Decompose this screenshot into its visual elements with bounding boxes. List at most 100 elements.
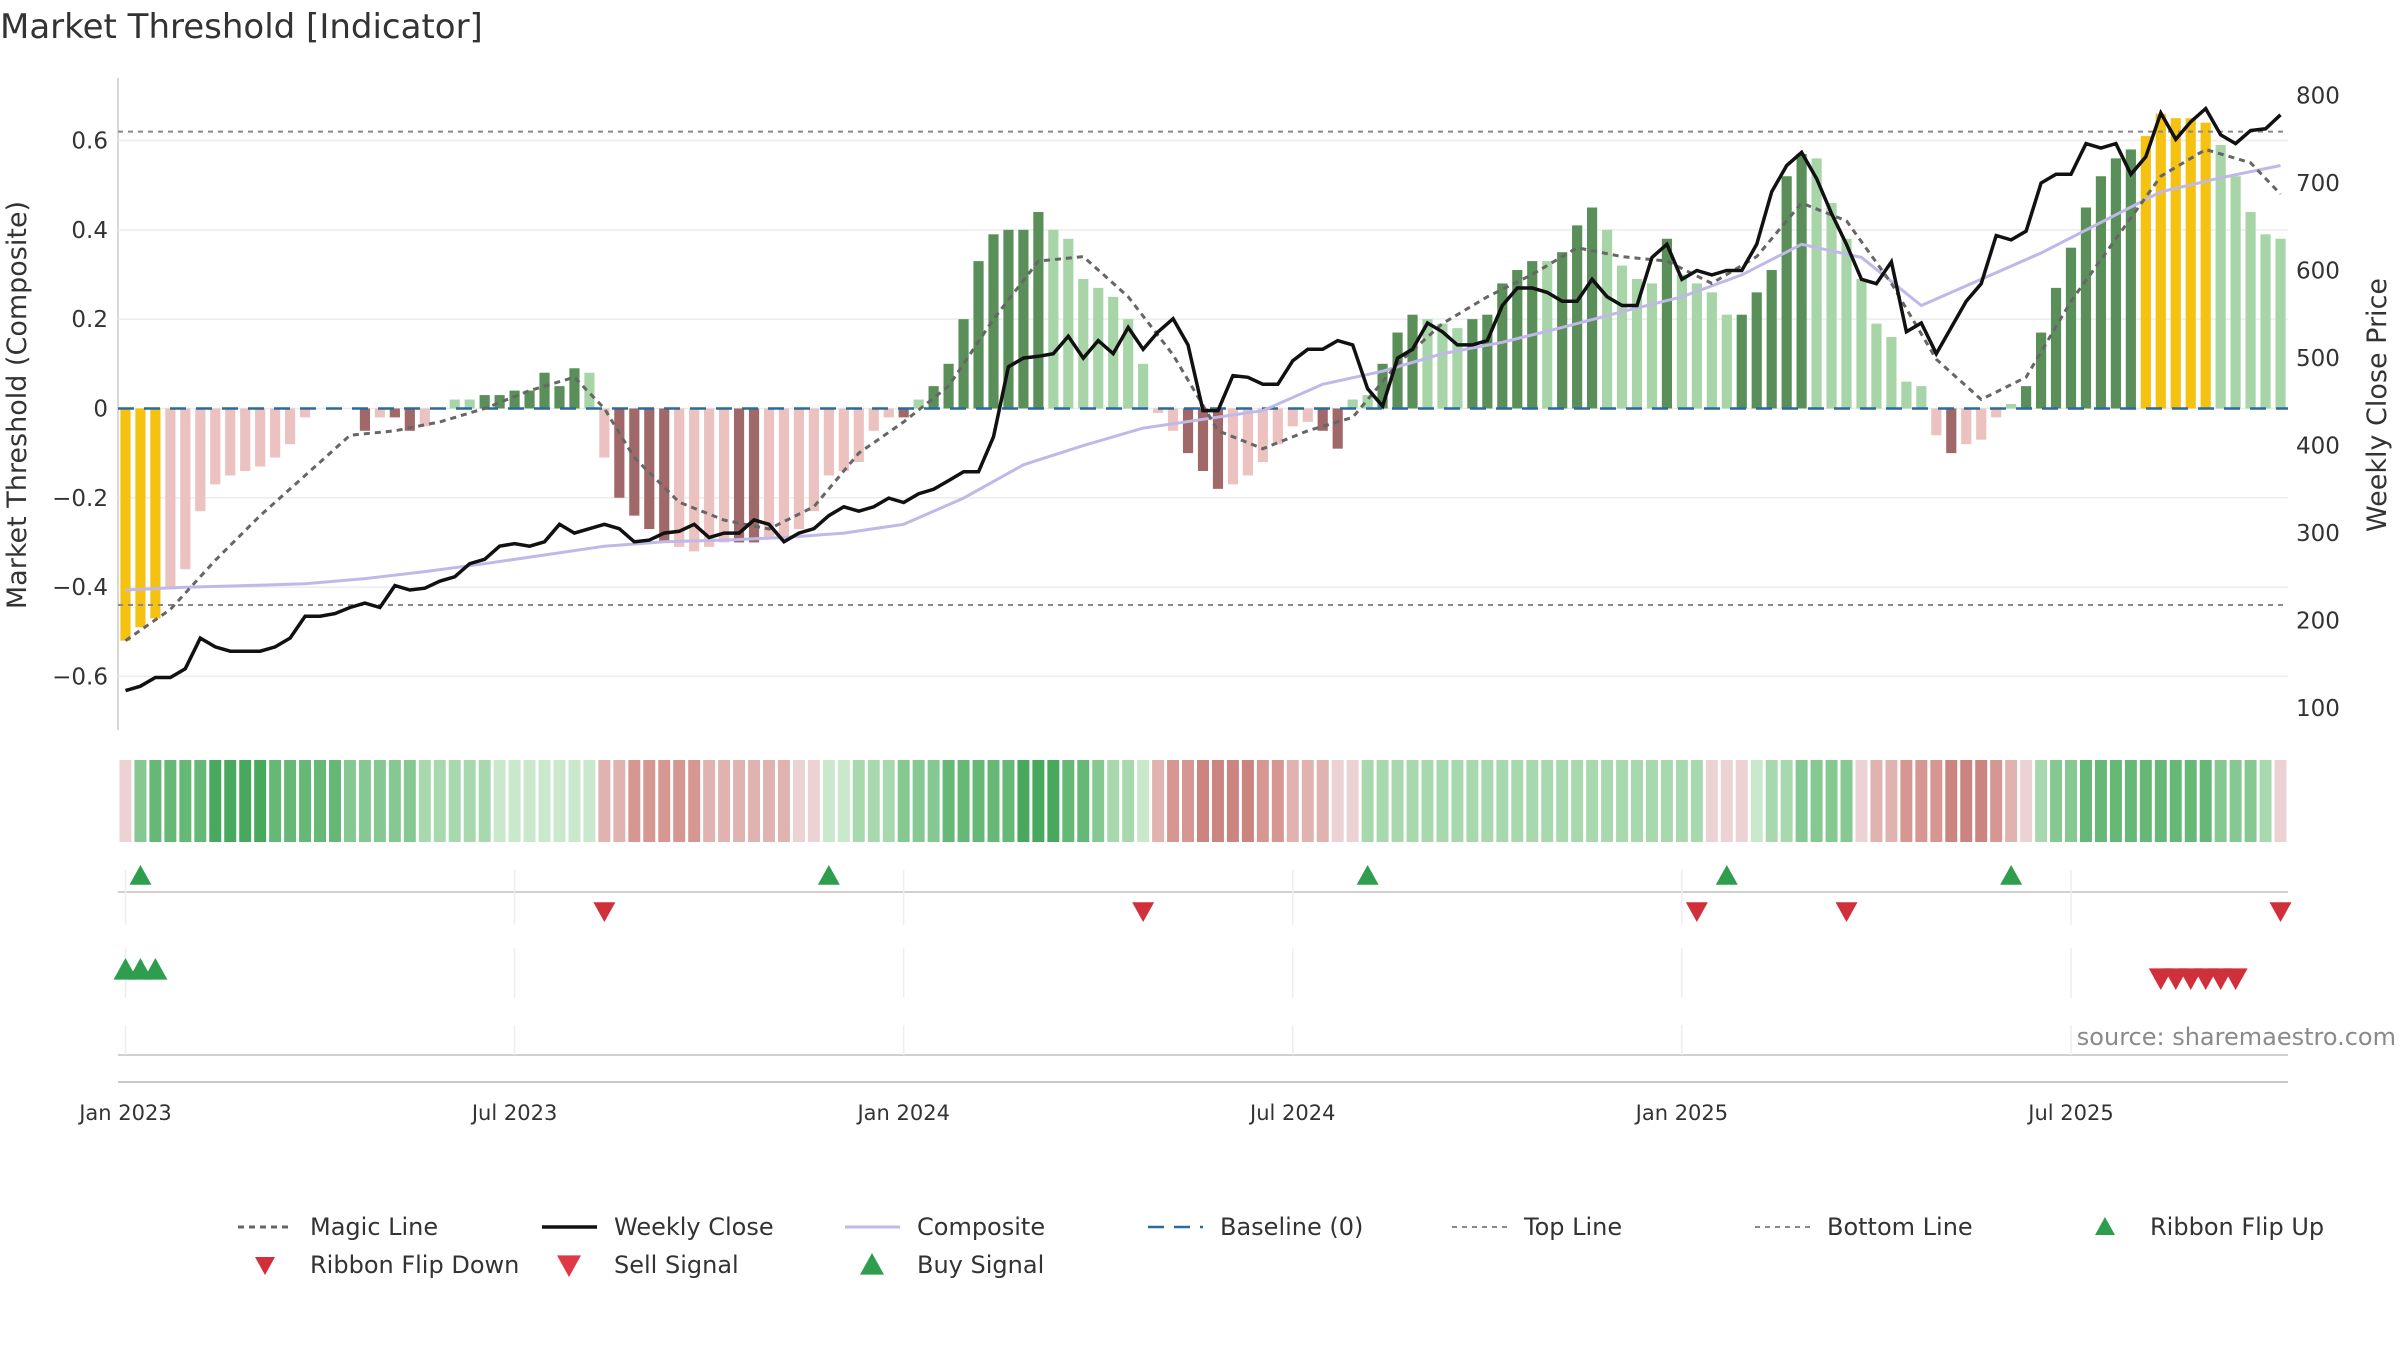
composite-bar — [270, 408, 281, 458]
ribbon-flip-down-marker — [2269, 902, 2292, 922]
composite-bar — [1332, 408, 1343, 449]
composite-bar — [1841, 238, 1852, 409]
left-tick-label: −0.6 — [52, 664, 108, 690]
legend-label: Ribbon Flip Down — [310, 1251, 519, 1279]
ribbon-cell — [433, 760, 446, 842]
signal-markers — [113, 865, 2292, 1277]
composite-bar — [2035, 332, 2047, 409]
ribbon-cell — [957, 760, 970, 842]
legend-item-flipup: Ribbon Flip Up — [2150, 1213, 2324, 1241]
ribbon-flip-up-marker — [1715, 865, 1738, 885]
composite-bar — [479, 395, 490, 409]
date-tick-label: Jan 2024 — [855, 1101, 950, 1125]
legend-label: Baseline (0) — [1220, 1213, 1363, 1241]
composite-bar — [733, 408, 745, 543]
left-tick-label: −0.2 — [52, 486, 108, 512]
composite-bar — [554, 386, 565, 409]
left-axis-ticks: 0.6 0.4 0.2 0 −0.2 −0.4 −0.6 — [52, 129, 108, 691]
ribbon-cell — [1586, 760, 1599, 842]
composite-bar — [2230, 176, 2241, 409]
date-tick-label: Jan 2025 — [1634, 1101, 1729, 1125]
ribbon-cell — [673, 760, 686, 842]
ribbon-cell — [1526, 760, 1539, 842]
ribbon-cell — [1660, 760, 1673, 842]
composite-bar — [988, 234, 999, 409]
composite-bar — [2050, 287, 2062, 409]
ribbon-cell — [1182, 760, 1195, 842]
ribbon-cell — [1735, 760, 1748, 842]
ribbon-cell — [164, 760, 177, 842]
ribbon-cell — [388, 760, 401, 842]
ribbon-flip-up-marker — [1356, 865, 1379, 885]
composite-bar — [1362, 395, 1373, 409]
ribbon-cell — [2244, 760, 2257, 842]
composite-bar — [1497, 283, 1508, 409]
ribbon-cell — [1810, 760, 1823, 842]
composite-bar — [659, 408, 670, 543]
composite-bar — [299, 408, 311, 418]
composite-bar — [1871, 323, 1882, 409]
ribbon-cell — [2124, 760, 2137, 842]
legend-swatch — [860, 1253, 884, 1275]
composite-bar — [464, 399, 475, 409]
ribbon-cell — [1301, 760, 1314, 842]
ribbon-cell — [2229, 760, 2242, 842]
composite-bar — [898, 408, 909, 418]
composite-bar — [2260, 234, 2271, 409]
legend-item-top: Top Line — [1452, 1213, 1622, 1241]
ribbon-cell — [733, 760, 746, 842]
composite-bar — [838, 408, 849, 471]
composite-bar — [1123, 319, 1134, 409]
ribbon-cell — [1152, 760, 1165, 842]
composite-bar — [1063, 238, 1074, 409]
legend-label: Top Line — [1523, 1213, 1622, 1241]
sell-signal-marker — [2223, 968, 2248, 990]
ribbon-cell — [987, 760, 1000, 842]
ribbon-cell — [373, 760, 386, 842]
ribbon-cell — [194, 760, 207, 842]
ribbon-cell — [1870, 760, 1883, 842]
ribbon-cell — [1286, 760, 1299, 842]
composite-bar — [1601, 229, 1613, 409]
composite-bar — [1721, 314, 1732, 409]
legend-label: Magic Line — [310, 1213, 438, 1241]
ribbon-cell — [314, 760, 327, 842]
ribbon-cell — [613, 760, 626, 842]
composite-bar — [1946, 408, 1957, 454]
composite-bar — [1766, 270, 1777, 409]
composite-bar — [1182, 408, 1194, 454]
ribbon-cell — [837, 760, 850, 842]
ribbon-cell — [478, 760, 491, 842]
composite-bar — [2215, 144, 2226, 409]
composite-line — [125, 164, 2281, 592]
ribbon-cell — [508, 760, 521, 842]
legend-label: Ribbon Flip Up — [2150, 1213, 2324, 1241]
composite-bar — [2021, 386, 2032, 409]
ribbon-cell — [852, 760, 865, 842]
ribbon-cell — [658, 760, 671, 842]
composite-bar — [1018, 229, 1029, 409]
right-tick-label: 600 — [2296, 259, 2340, 285]
composite-bar — [1781, 176, 1792, 409]
ribbon-cell — [2035, 760, 2048, 842]
ribbon-cell — [538, 760, 551, 842]
ribbon-cell — [1451, 760, 1464, 842]
composite-bar — [793, 408, 805, 530]
composite-bar — [359, 408, 371, 431]
ribbon-cell — [927, 760, 940, 842]
ribbon-cell — [1556, 760, 1569, 842]
ribbon-cell — [2199, 760, 2212, 842]
ribbon-cell — [748, 760, 761, 842]
composite-bar — [629, 408, 640, 516]
ribbon-cell — [1616, 760, 1629, 842]
ribbon-cell — [1795, 760, 1808, 842]
composite-bar — [2095, 176, 2107, 409]
ribbon-cell — [1780, 760, 1793, 842]
composite-bar — [120, 408, 131, 641]
composite-bar — [2065, 247, 2077, 409]
composite-bar — [614, 408, 625, 498]
ribbon-cell — [2079, 760, 2092, 842]
ribbon-cell — [1511, 760, 1524, 842]
ribbon-cell — [269, 760, 282, 842]
left-tick-label: 0.6 — [71, 129, 108, 155]
